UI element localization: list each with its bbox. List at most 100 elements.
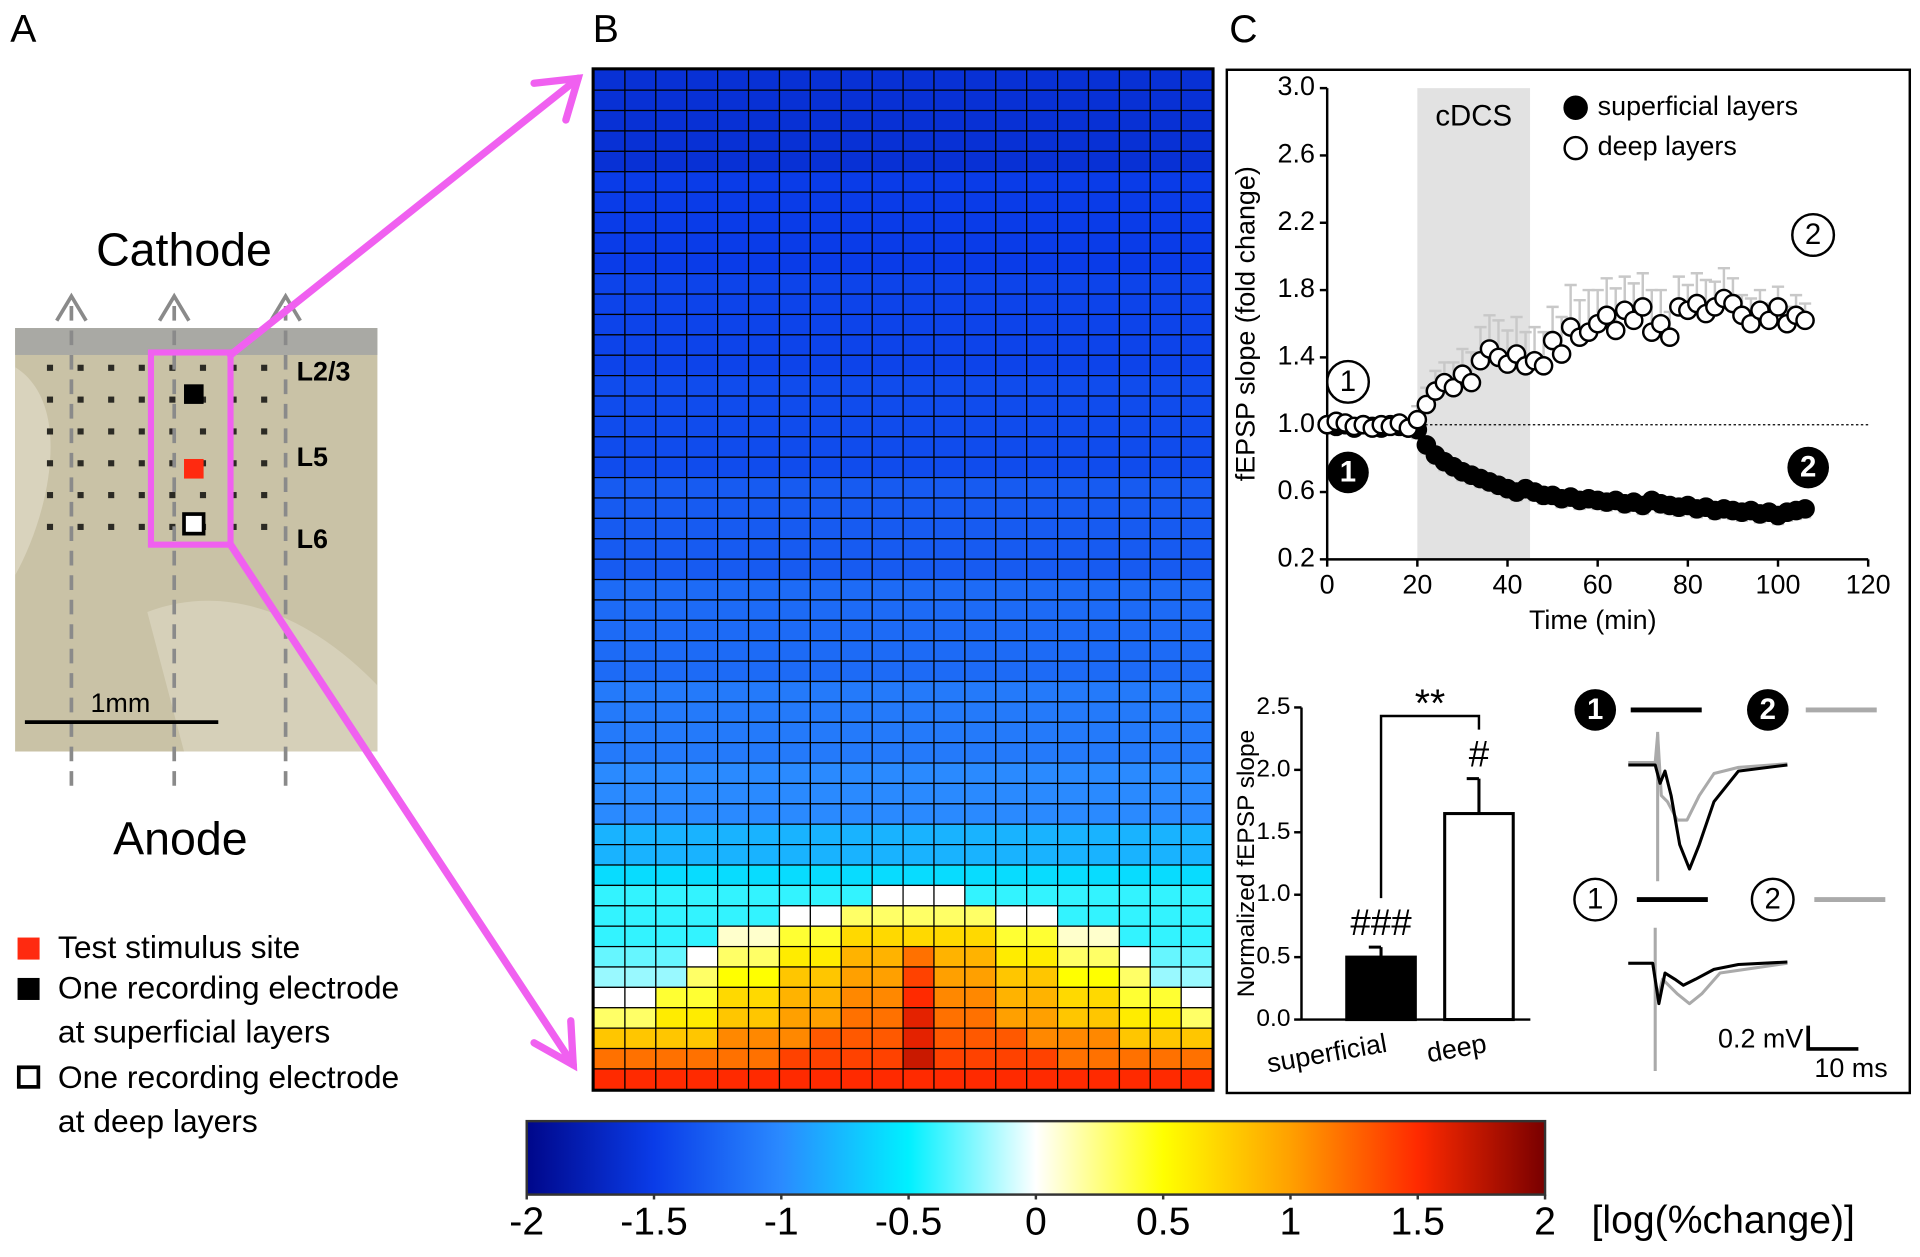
heatmap-cell [1180, 742, 1213, 764]
heatmap-cell [593, 884, 626, 907]
heatmap-cell [686, 905, 719, 927]
heatmap-cell [1149, 130, 1182, 152]
electrode-dot [199, 492, 207, 499]
heatmap-cell [778, 864, 811, 887]
heatmap-cell [902, 905, 935, 927]
heatmap-cell [1180, 293, 1213, 316]
heatmap-cell [1087, 436, 1121, 458]
heatmap-cell [686, 191, 719, 214]
heatmap-cell [655, 395, 688, 418]
heatmap-cell [624, 864, 657, 887]
heatmap-cell [747, 476, 781, 499]
heatmap-cell [1056, 782, 1090, 805]
x-tick-label: 20 [1402, 569, 1432, 599]
heatmap-cell [686, 273, 719, 295]
heatmap-cell [717, 1027, 750, 1050]
electrode-dot [138, 428, 145, 435]
heatmap-cell [964, 130, 997, 152]
heatmap-cell [871, 1027, 904, 1050]
heatmap-cell [717, 517, 750, 540]
heatmap-cell [933, 395, 966, 418]
heatmap-cell [1180, 334, 1213, 356]
heatmap-cell [1118, 721, 1151, 744]
trace-badge [1750, 877, 1795, 922]
heatmap-cell [902, 538, 935, 560]
heatmap-cell [1056, 456, 1090, 479]
data-point [1660, 327, 1680, 347]
heatmap-cell [902, 293, 935, 316]
heatmap-cell [655, 109, 688, 132]
heatmap-cell [624, 742, 657, 764]
heatmap-cell [933, 803, 966, 825]
heatmap-cell [809, 1068, 842, 1090]
heatmap-cell [1118, 680, 1151, 703]
heatmap-cell [686, 619, 719, 642]
heatmap-cell [686, 721, 719, 744]
heatmap-cell [964, 497, 997, 519]
heatmap-cell [1087, 884, 1121, 907]
heatmap-cell [1087, 803, 1121, 825]
trace-badge-text: 1 [1587, 693, 1603, 726]
arrow-head [157, 292, 191, 322]
heatmap-cell [747, 721, 781, 744]
heatmap-cell [747, 1047, 781, 1070]
heatmap-cell [902, 844, 935, 866]
heatmap-cell [964, 1068, 997, 1090]
heatmap-cell [1118, 884, 1151, 907]
heatmap-cell [1180, 721, 1213, 744]
heatmap-cell [995, 395, 1028, 418]
heatmap-cell [624, 109, 657, 132]
heatmap-cell [995, 619, 1028, 642]
heatmap-cell [593, 762, 626, 785]
heatmap-cell [593, 313, 626, 336]
heatmap-cell [655, 293, 688, 316]
heatmap-cell [871, 313, 904, 336]
heatmap-cell [871, 884, 904, 907]
heatmap-cell [624, 130, 657, 152]
heatmap-cell [655, 945, 688, 968]
heatmap-cell [717, 395, 750, 418]
heatmap-cell [840, 619, 873, 642]
heatmap-cell [717, 334, 750, 356]
y-tick-label: 0.5 [1256, 943, 1290, 970]
heatmap-cell [964, 619, 997, 642]
heatmap-cell [995, 803, 1028, 825]
heatmap-cell [1149, 456, 1182, 479]
heatmap-cell [655, 660, 688, 683]
heatmap-cell [995, 273, 1028, 295]
heatmap-cell [933, 109, 966, 132]
heatmap-cell [717, 69, 750, 91]
heatmap-cell [933, 578, 966, 601]
heatmap-cell [624, 273, 657, 295]
bar-annotation: # [1469, 733, 1490, 774]
heatmap-cell [624, 293, 657, 316]
heatmap-cell [593, 538, 626, 560]
heatmap-cell [593, 844, 626, 866]
heatmap-cell [686, 925, 719, 948]
heatmap-cell [778, 191, 811, 214]
heatmap-cell [717, 742, 750, 764]
heatmap-cell [964, 1007, 997, 1029]
colorbar-tick-label: 1 [1280, 1200, 1302, 1243]
heatmap-cell [778, 395, 811, 418]
x-tick-label: 120 [1846, 569, 1891, 599]
heatmap-cell [686, 660, 719, 683]
heatmap-cell [1056, 171, 1090, 193]
heatmap-cell [1026, 742, 1059, 764]
heatmap-cell [840, 599, 873, 621]
heatmap-cell [1026, 89, 1059, 112]
heatmap-cell [995, 558, 1028, 581]
heatmap-cell [1149, 844, 1182, 866]
heatmap-cell [747, 517, 781, 540]
heatmap-cell [686, 1027, 719, 1050]
heatmap-cell [778, 1047, 811, 1070]
heatmap-cell [624, 415, 657, 438]
electrode-dot [77, 396, 84, 403]
heatmap-cell [1180, 762, 1213, 785]
heatmap-cell [840, 884, 873, 907]
heatmap-cell [871, 803, 904, 825]
heatmap-cell [933, 1027, 966, 1050]
heatmap-cell [840, 762, 873, 785]
heatmap-cell [655, 1007, 688, 1029]
heatmap-cell [964, 171, 997, 193]
